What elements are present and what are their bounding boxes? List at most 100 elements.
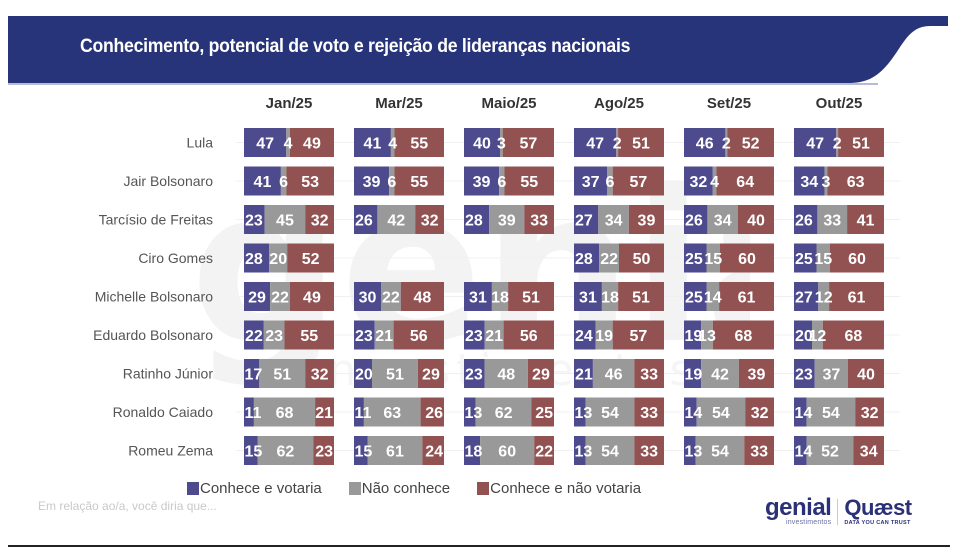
data-label-conhece-votaria: 18 <box>465 444 483 461</box>
bar-segment-conhece-votaria <box>354 166 390 196</box>
bar-segment-conhece-votaria <box>354 205 378 234</box>
data-label-conhece-votaria: 26 <box>795 213 813 230</box>
data-label-nao-conhece: 34 <box>605 213 623 230</box>
bar-lula-set-25: 46 2 52 <box>684 128 774 157</box>
bar-segment-nao-conhece <box>607 166 613 196</box>
bar-segment-conhece-nao-votaria <box>822 320 884 350</box>
bar-segment-conhece-nao-votaria <box>829 282 884 311</box>
bar-segment-conhece-nao-votaria <box>287 243 334 273</box>
bar-segment-conhece-votaria <box>464 166 500 196</box>
data-label-nao-conhece: 52 <box>821 444 839 461</box>
data-label-nao-conhece: 12 <box>809 328 827 345</box>
data-label-conhece-nao-votaria: 29 <box>532 367 550 384</box>
bar-eduardo-bolsonaro-ago-25: 24 19 57 <box>574 320 664 350</box>
data-label-nao-conhece: 23 <box>265 328 283 345</box>
bar-segment-nao-conhece <box>367 436 423 465</box>
data-label-nao-conhece: 54 <box>822 405 840 422</box>
bottom-rule <box>8 545 950 547</box>
bar-segment-conhece-votaria <box>244 243 270 273</box>
data-label-conhece-votaria: 23 <box>355 328 373 345</box>
data-label-nao-conhece: 46 <box>605 367 623 384</box>
data-label-nao-conhece: 34 <box>714 213 732 230</box>
bar-segment-nao-conhece <box>696 397 746 427</box>
data-label-conhece-nao-votaria: 49 <box>303 136 321 153</box>
bar-segment-conhece-votaria <box>794 243 817 273</box>
data-label-conhece-nao-votaria: 21 <box>315 405 333 422</box>
data-label-conhece-votaria: 21 <box>575 367 593 384</box>
bar-segment-conhece-votaria <box>574 243 600 273</box>
data-label-conhece-votaria: 40 <box>473 136 491 153</box>
legend-swatch-conhece-nao-votaria <box>477 482 490 495</box>
bar-segment-conhece-votaria <box>354 282 381 311</box>
data-label-conhece-nao-votaria: 23 <box>315 444 333 461</box>
data-label-conhece-votaria: 47 <box>586 136 604 153</box>
data-label-nao-conhece: 15 <box>814 251 832 268</box>
data-label-conhece-votaria: 31 <box>469 290 487 307</box>
data-label-conhece-votaria: 20 <box>355 367 373 384</box>
data-label-conhece-nao-votaria: 26 <box>425 405 443 422</box>
data-label-nao-conhece: 60 <box>498 444 516 461</box>
bar-segment-nao-conhece <box>695 436 745 465</box>
bar-segment-conhece-votaria <box>354 320 375 350</box>
bar-segment-nao-conhece <box>592 359 635 388</box>
bar-segment-conhece-votaria <box>794 282 819 311</box>
bar-segment-nao-conhece <box>812 320 823 350</box>
period-header-jan-25: Jan/25 <box>266 95 313 112</box>
bar-segment-conhece-nao-votaria <box>745 397 774 427</box>
bar-segment-nao-conhece <box>389 166 395 196</box>
bar-segment-conhece-votaria <box>794 359 815 388</box>
bar-segment-nao-conhece <box>259 359 306 388</box>
data-label-conhece-nao-votaria: 51 <box>632 136 650 153</box>
data-label-conhece-votaria: 17 <box>245 367 263 384</box>
data-label-conhece-votaria: 19 <box>685 328 703 345</box>
quaest-logo-subtext: DATA YOU CAN TRUST <box>844 520 911 526</box>
category-label-ratinho-junior: Ratinho Júnior <box>123 366 214 382</box>
bar-ciro-gomes-set-25: 25 15 60 <box>684 243 774 273</box>
bar-michelle-bolsonaro-mar-25: 30 22 48 <box>354 282 444 311</box>
data-label-nao-conhece: 21 <box>485 328 503 345</box>
data-label-conhece-votaria: 26 <box>355 213 373 230</box>
bar-segment-conhece-votaria <box>464 282 492 311</box>
data-label-conhece-nao-votaria: 33 <box>530 213 548 230</box>
data-label-conhece-nao-votaria: 63 <box>847 174 865 191</box>
bar-segment-conhece-votaria <box>244 436 258 465</box>
bar-ronaldo-caiado-ago-25: 13 54 33 <box>574 397 664 427</box>
data-label-nao-conhece: 51 <box>386 367 404 384</box>
data-label-conhece-votaria: 13 <box>685 444 703 461</box>
data-label-conhece-votaria: 13 <box>575 444 593 461</box>
data-label-nao-conhece: 6 <box>606 174 615 191</box>
quaest-logo-text: Quæst <box>844 495 912 520</box>
data-label-conhece-nao-votaria: 33 <box>640 444 658 461</box>
data-label-conhece-nao-votaria: 55 <box>410 136 428 153</box>
bar-segment-nao-conhece <box>601 282 619 311</box>
data-label-conhece-nao-votaria: 22 <box>535 444 553 461</box>
bar-segment-nao-conhece <box>484 359 528 388</box>
bar-segment-nao-conhece <box>374 320 394 350</box>
data-label-conhece-nao-votaria: 57 <box>629 328 647 345</box>
bar-segment-nao-conhece <box>706 243 720 273</box>
bar-segment-nao-conhece <box>599 243 619 273</box>
legend-label: Conhece e votaria <box>200 480 322 497</box>
bar-michelle-bolsonaro-ago-25: 31 18 51 <box>574 282 664 311</box>
bar-segment-conhece-nao-votaria <box>417 359 444 388</box>
bar-segment-nao-conhece <box>595 320 613 350</box>
bar-eduardo-bolsonaro-maio-25: 23 21 56 <box>464 320 554 350</box>
bar-segment-conhece-nao-votaria <box>847 205 884 234</box>
legend-item-conhece-nao-votaria: Conhece e não votaria <box>477 480 641 497</box>
bar-ratinho-junior-out-25: 23 37 40 <box>794 359 884 388</box>
data-label-conhece-votaria: 15 <box>355 444 373 461</box>
data-label-conhece-nao-votaria: 51 <box>852 136 870 153</box>
bar-segment-nao-conhece <box>499 166 505 196</box>
bar-segment-conhece-votaria <box>794 205 818 234</box>
bar-segment-nao-conhece <box>814 359 848 388</box>
bar-segment-conhece-nao-votaria <box>524 205 554 234</box>
data-label-nao-conhece: 42 <box>711 367 729 384</box>
data-label-nao-conhece: 4 <box>388 136 397 153</box>
data-label-nao-conhece: 2 <box>613 136 622 153</box>
bar-segment-conhece-votaria <box>464 205 490 234</box>
data-label-nao-conhece: 54 <box>711 444 729 461</box>
data-label-conhece-nao-votaria: 60 <box>738 251 756 268</box>
legend-item-nao-conhece: Não conhece <box>348 480 450 497</box>
genial-logo-subtext: investimentos <box>785 519 832 526</box>
bar-segment-nao-conhece <box>816 243 830 273</box>
